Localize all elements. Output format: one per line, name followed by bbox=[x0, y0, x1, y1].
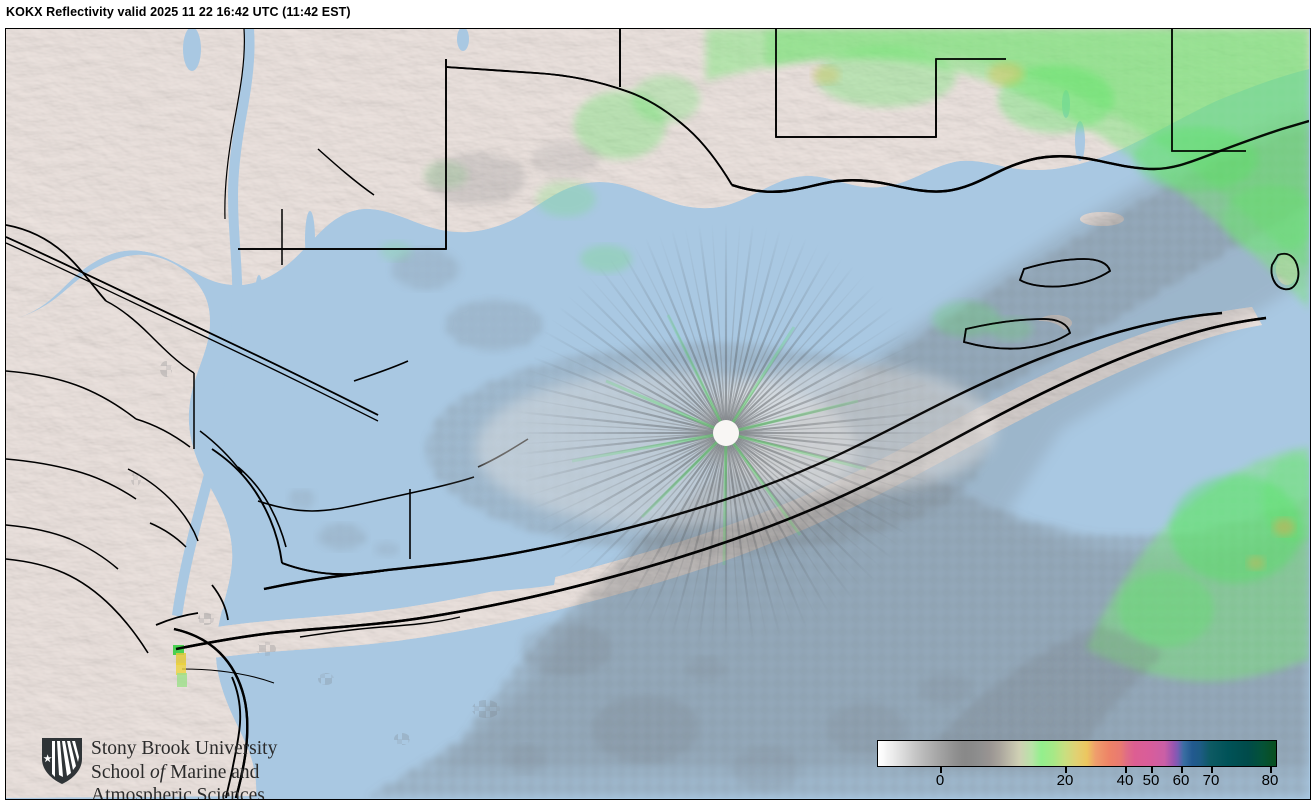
colorbar-tick bbox=[1151, 767, 1153, 773]
colorbar-label-0: 0 bbox=[935, 772, 945, 789]
echo-green-connecticut bbox=[706, 29, 1309, 309]
colorbar-tick bbox=[1270, 767, 1272, 773]
logo-line-2: School of Marine and bbox=[91, 761, 277, 785]
map-canvas[interactable]: 0 20 40 50 60 70 80 bbox=[6, 29, 1309, 800]
colorbar-tick bbox=[1125, 767, 1127, 773]
shield-icon bbox=[42, 738, 82, 784]
logo-text: Stony Brook University School of Marine … bbox=[91, 737, 278, 800]
page-title: KOKX Reflectivity valid 2025 11 22 16:42… bbox=[6, 5, 351, 19]
colorbar-label-60: 60 bbox=[1172, 772, 1190, 789]
stony-brook-logo: Stony Brook University School of Marine … bbox=[41, 737, 311, 800]
colorbar-label-50: 50 bbox=[1142, 772, 1160, 789]
colorbar-label-70: 70 bbox=[1202, 772, 1220, 789]
echo-gray-patches bbox=[131, 141, 972, 791]
colorbar-tick bbox=[1181, 767, 1183, 773]
reflectivity-colorbar: 0 20 40 50 60 70 80 bbox=[877, 740, 1283, 798]
logo-line2-italic: of bbox=[150, 761, 166, 783]
colorbar-label-80: 80 bbox=[1261, 772, 1279, 789]
logo-line-3: Atmospheric Sciences bbox=[91, 785, 265, 800]
logo-line2-b: Marine and bbox=[165, 761, 260, 783]
logo-line2-a: School bbox=[91, 761, 151, 783]
titlebar: KOKX Reflectivity valid 2025 11 22 16:42… bbox=[0, 0, 1316, 27]
map-frame[interactable]: 0 20 40 50 60 70 80 bbox=[5, 28, 1311, 800]
radar-cone-of-silence bbox=[713, 420, 739, 446]
echo-cell-sandy-hook bbox=[173, 645, 187, 687]
colorbar-label-20: 20 bbox=[1056, 772, 1074, 789]
echo-green-offshore-se bbox=[906, 447, 1309, 769]
colorbar-label-40: 40 bbox=[1116, 772, 1134, 789]
logo-line-1: Stony Brook University bbox=[91, 738, 278, 759]
colorbar-tick bbox=[1065, 767, 1067, 773]
boundaries-overlay bbox=[6, 29, 1309, 798]
radar-spokes bbox=[515, 223, 937, 643]
colorbar-gradient bbox=[877, 740, 1277, 767]
colorbar-tick bbox=[1211, 767, 1213, 773]
colorbar-tick bbox=[940, 767, 942, 773]
radar-reflectivity-layer bbox=[6, 29, 1309, 798]
echo-green-midband bbox=[380, 75, 1033, 341]
